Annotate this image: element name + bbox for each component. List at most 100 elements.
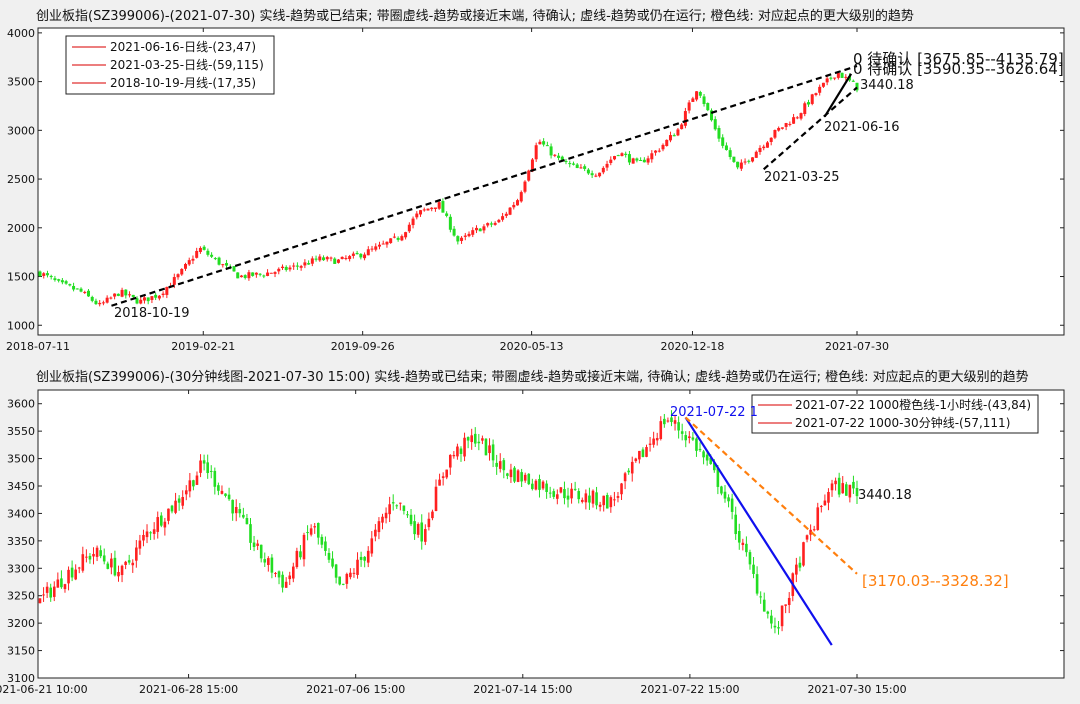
candle-body (520, 472, 523, 482)
candle-body (559, 487, 563, 493)
candle-body (666, 420, 670, 422)
candle-body (531, 483, 534, 490)
candle-body (247, 272, 251, 279)
candle-body (176, 274, 180, 278)
candle-body (661, 144, 665, 150)
candle-body (427, 518, 431, 528)
candle-body (638, 450, 641, 460)
bottom-start-label: 2021-07-22 1 (670, 405, 758, 420)
candle-body (598, 504, 602, 507)
candle-body (676, 129, 680, 136)
candle-body (506, 473, 509, 476)
candle-body (852, 481, 855, 489)
candle-body (713, 119, 717, 130)
candle-body (639, 160, 643, 162)
candle-body (75, 288, 79, 290)
candle-body (407, 224, 411, 232)
candle-body (38, 271, 42, 277)
candle-body (766, 611, 770, 614)
y-tick-label: 2000 (7, 222, 35, 235)
candle-body (94, 300, 98, 305)
candle-body (381, 516, 384, 523)
candle-body (560, 156, 564, 162)
candle-body (684, 435, 688, 441)
candle-body (377, 244, 381, 247)
candle-body (459, 448, 463, 454)
candle-body (67, 569, 70, 584)
candle-body (630, 461, 634, 474)
candle-body (698, 448, 702, 451)
top-x-axis: 2018-07-11 2019-02-21 2019-09-26 2020-05-13… (6, 28, 889, 353)
candle-body (389, 238, 393, 243)
candle-body (542, 141, 546, 145)
candle-body (280, 266, 284, 269)
annotation-2021-03-25: 2021-03-25 (764, 170, 840, 185)
candle-body (463, 437, 466, 457)
candle-body (284, 581, 288, 588)
candle-body (616, 155, 620, 157)
candle-body (334, 564, 338, 578)
candle-body (648, 443, 652, 445)
candle-body (755, 574, 759, 594)
candle-body (77, 567, 81, 569)
bottom-trend-lines (684, 416, 858, 646)
candle-body (732, 156, 736, 162)
candle-body (307, 263, 311, 265)
candle-body (810, 94, 814, 104)
candle-body (363, 254, 367, 259)
candle-body (81, 554, 85, 571)
candle-body (456, 446, 459, 457)
candle-body (473, 433, 477, 444)
candle-body (396, 237, 400, 240)
candle-body (466, 437, 470, 441)
candle-body (299, 266, 303, 268)
candle-body (302, 534, 306, 560)
candle-body (538, 478, 541, 490)
candle-body (553, 154, 557, 156)
candle-body (821, 82, 825, 87)
candle-body (777, 627, 780, 629)
candle-body (242, 514, 245, 518)
candle-body (495, 462, 498, 467)
candle-body (620, 483, 623, 495)
candle-body (534, 480, 538, 490)
candle-body (224, 493, 227, 496)
candle-body (659, 421, 663, 439)
candle-body (672, 135, 676, 137)
candle-body (324, 541, 327, 551)
candle-body (477, 441, 481, 444)
candle-body (474, 227, 478, 231)
candle-body (370, 538, 374, 554)
candle-body (415, 213, 419, 218)
candle-body (99, 550, 102, 557)
candle-body (345, 573, 349, 584)
candle-body (523, 181, 527, 192)
candle-body (598, 172, 602, 177)
annotation-2018-10-19: 2018-10-19 (114, 306, 190, 321)
y-tick-label: 3550 (7, 425, 35, 438)
candle-body (736, 161, 740, 168)
candle-body (452, 228, 456, 236)
candle-body (705, 454, 709, 461)
candle-body (594, 175, 598, 177)
candle-body (187, 260, 191, 265)
candle-body (142, 297, 146, 301)
candle-body (422, 209, 426, 211)
candle-body (106, 563, 110, 569)
y-tick-label: 3350 (7, 535, 35, 548)
candle-body (564, 161, 568, 163)
candle-body (541, 481, 545, 489)
candle-body (419, 210, 423, 215)
candle-body (42, 594, 45, 596)
candle-body (571, 163, 575, 165)
candle-body (504, 213, 508, 216)
candle-body (409, 514, 413, 525)
candle-body (117, 572, 120, 577)
candle-body (340, 256, 344, 260)
candle-body (391, 502, 395, 504)
candle-body (762, 599, 766, 612)
candle-body (49, 587, 53, 598)
candle-body (769, 137, 773, 142)
candle-body (102, 555, 106, 562)
candle-body (727, 497, 730, 502)
